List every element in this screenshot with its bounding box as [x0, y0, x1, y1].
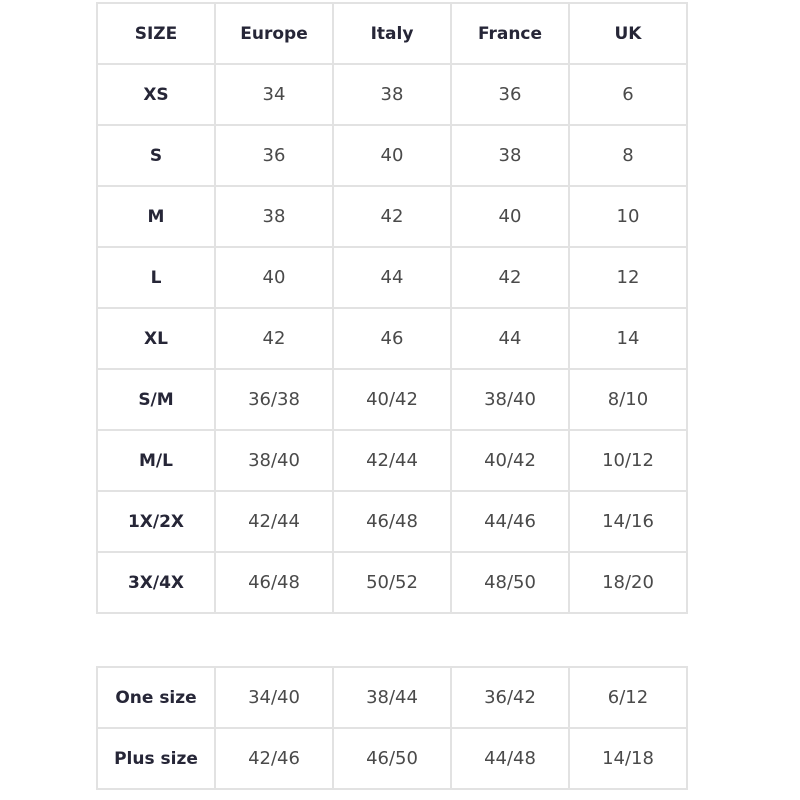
size-label-cell: M/L	[96, 429, 216, 492]
table-row: XS 34 38 36 6	[96, 63, 688, 126]
size-value-cell: 46/48	[332, 490, 452, 553]
size-value-cell: 34	[214, 63, 334, 126]
size-value-cell: 46/48	[214, 551, 334, 614]
size-label-cell: 1X/2X	[96, 490, 216, 553]
size-label-cell: L	[96, 246, 216, 309]
size-value-cell: 42/46	[214, 727, 334, 790]
size-label-cell: M	[96, 185, 216, 248]
table-row: L 40 44 42 12	[96, 246, 688, 309]
column-header: Europe	[214, 2, 334, 65]
size-chart-table: SIZE Europe Italy France UK XS 34 38 36 6 S 36 40 38 8…	[96, 2, 688, 614]
size-value-cell: 18/20	[568, 551, 688, 614]
column-header: SIZE	[96, 2, 216, 65]
table-row: XL 42 46 44 14	[96, 307, 688, 370]
size-label-cell: S	[96, 124, 216, 187]
size-label-cell: S/M	[96, 368, 216, 431]
table-row: 1X/2X 42/44 46/48 44/46 14/16	[96, 490, 688, 553]
size-value-cell: 36	[450, 63, 570, 126]
header-row: SIZE Europe Italy France UK	[96, 2, 688, 65]
size-value-cell: 44	[450, 307, 570, 370]
size-value-cell: 10	[568, 185, 688, 248]
size-label-cell: 3X/4X	[96, 551, 216, 614]
size-value-cell: 38/40	[214, 429, 334, 492]
column-header: UK	[568, 2, 688, 65]
size-value-cell: 50/52	[332, 551, 452, 614]
size-value-cell: 42/44	[332, 429, 452, 492]
table-row: M 38 42 40 10	[96, 185, 688, 248]
size-value-cell: 38	[332, 63, 452, 126]
size-value-cell: 44/48	[450, 727, 570, 790]
table-row: S 36 40 38 8	[96, 124, 688, 187]
size-value-cell: 14/16	[568, 490, 688, 553]
size-value-cell: 40/42	[332, 368, 452, 431]
size-value-cell: 48/50	[450, 551, 570, 614]
size-value-cell: 12	[568, 246, 688, 309]
size-value-cell: 40	[332, 124, 452, 187]
size-value-cell: 42	[450, 246, 570, 309]
size-value-cell: 14	[568, 307, 688, 370]
size-label-cell: One size	[96, 666, 216, 729]
size-value-cell: 38/40	[450, 368, 570, 431]
size-value-cell: 46/50	[332, 727, 452, 790]
size-value-cell: 40/42	[450, 429, 570, 492]
column-header: France	[450, 2, 570, 65]
size-value-cell: 46	[332, 307, 452, 370]
size-value-cell: 8	[568, 124, 688, 187]
size-value-cell: 40	[214, 246, 334, 309]
size-value-cell: 8/10	[568, 368, 688, 431]
size-value-cell: 6/12	[568, 666, 688, 729]
size-value-cell: 38	[450, 124, 570, 187]
size-value-cell: 42	[332, 185, 452, 248]
table-row: S/M 36/38 40/42 38/40 8/10	[96, 368, 688, 431]
size-value-cell: 6	[568, 63, 688, 126]
size-value-cell: 44/46	[450, 490, 570, 553]
size-value-cell: 36/38	[214, 368, 334, 431]
size-value-cell: 36/42	[450, 666, 570, 729]
size-value-cell: 36	[214, 124, 334, 187]
size-value-cell: 14/18	[568, 727, 688, 790]
table-row: Plus size 42/46 46/50 44/48 14/18	[96, 727, 688, 790]
size-value-cell: 42	[214, 307, 334, 370]
size-value-cell: 38	[214, 185, 334, 248]
one-plus-size-table: One size 34/40 38/44 36/42 6/12 Plus size 42/4…	[96, 666, 688, 790]
size-value-cell: 38/44	[332, 666, 452, 729]
table-row: M/L 38/40 42/44 40/42 10/12	[96, 429, 688, 492]
size-label-cell: XL	[96, 307, 216, 370]
table-row: 3X/4X 46/48 50/52 48/50 18/20	[96, 551, 688, 614]
size-label-cell: Plus size	[96, 727, 216, 790]
table-row: One size 34/40 38/44 36/42 6/12	[96, 666, 688, 729]
size-value-cell: 44	[332, 246, 452, 309]
size-value-cell: 42/44	[214, 490, 334, 553]
size-value-cell: 40	[450, 185, 570, 248]
size-value-cell: 10/12	[568, 429, 688, 492]
size-value-cell: 34/40	[214, 666, 334, 729]
size-label-cell: XS	[96, 63, 216, 126]
column-header: Italy	[332, 2, 452, 65]
